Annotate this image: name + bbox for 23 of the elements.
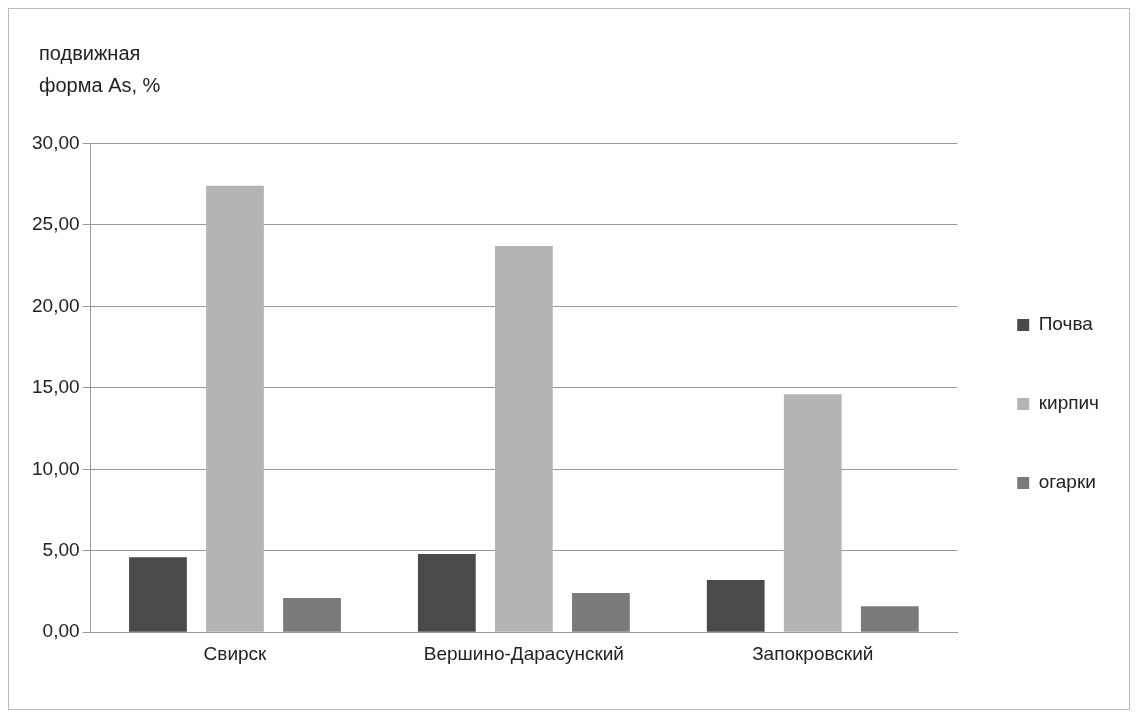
- bar: [283, 597, 341, 632]
- legend-label: кирпич: [1038, 392, 1099, 414]
- x-tick-label: Запокровский: [752, 642, 874, 664]
- bar: [860, 606, 919, 632]
- y-axis-title: подвижная форма As, %: [39, 41, 161, 98]
- y-tick-label: 10,00: [32, 457, 80, 479]
- x-tick-label: Свирск: [203, 642, 268, 664]
- y-tick-label: 15,00: [32, 376, 80, 398]
- y-tick-label: 30,00: [32, 131, 80, 153]
- y-tick-label: 20,00: [32, 294, 80, 316]
- bar: [129, 557, 187, 632]
- bar: [494, 246, 553, 632]
- bar: [706, 580, 765, 632]
- y-tick-label: 25,00: [32, 213, 80, 235]
- y-tick-label: 5,00: [42, 538, 80, 560]
- bar: [572, 593, 630, 632]
- bar: [206, 185, 264, 632]
- y-tick-label: 0,00: [42, 620, 80, 642]
- legend-label: Почва: [1038, 313, 1094, 335]
- legend-label: огарки: [1038, 471, 1096, 493]
- bar: [783, 394, 842, 632]
- x-tick-label: Вершино-Дарасунский: [423, 642, 624, 664]
- bar: [417, 553, 476, 632]
